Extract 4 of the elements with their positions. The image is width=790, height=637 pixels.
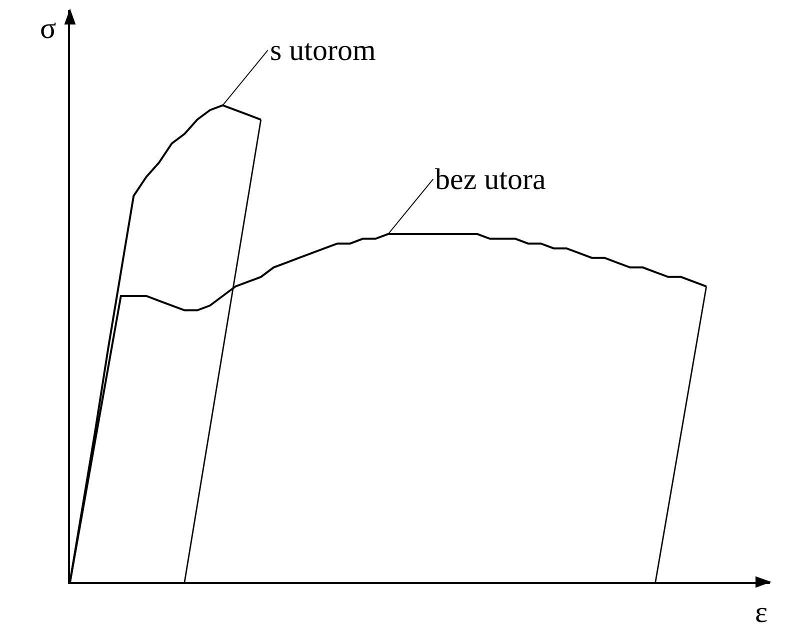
x-axis-title: ε <box>755 596 768 629</box>
series-label: s utorom <box>270 34 376 67</box>
series-label: bez utora <box>435 163 546 196</box>
y-axis-title: σ <box>40 12 56 45</box>
